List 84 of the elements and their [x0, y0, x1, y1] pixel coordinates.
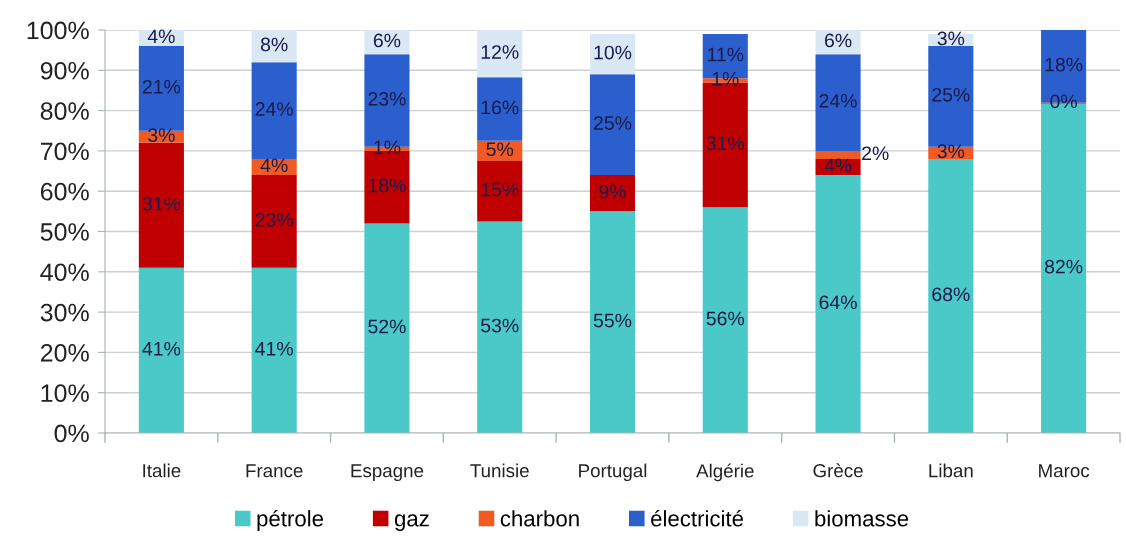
data-label: 2% [862, 146, 889, 161]
data-label: 56% [706, 311, 745, 326]
data-label: 9% [599, 184, 626, 199]
x-tick-label: Italie [143, 463, 181, 478]
y-tick-label: 70% [40, 142, 89, 161]
x-tick-label: Algérie [696, 463, 754, 482]
x-tick-label: Espagne [351, 464, 424, 482]
data-label: 31% [706, 136, 745, 151]
data-label: 3% [937, 31, 965, 46]
data-label: 23% [255, 212, 293, 227]
x-tick-label: Liban [929, 463, 973, 478]
data-label: 68% [932, 287, 970, 302]
data-label: 24% [819, 93, 857, 108]
legend-label: électricité [651, 509, 743, 527]
data-label: 15% [481, 182, 519, 197]
bar [815, 54, 861, 151]
data-label: 55% [593, 313, 632, 328]
bar [477, 160, 523, 222]
x-tick-label: France [246, 464, 303, 478]
legend-label: charbon [500, 510, 579, 527]
bar [477, 221, 523, 433]
data-label: 4% [824, 158, 852, 173]
y-tick-label: 50% [40, 223, 89, 241]
x-tick-label: Grèce [813, 463, 863, 478]
data-label: 18% [368, 178, 406, 193]
bar [702, 207, 748, 433]
data-label: 3% [937, 144, 965, 159]
data-label: 21% [142, 79, 181, 94]
x-tick-label: Portugal [579, 463, 647, 482]
y-tick-label: 30% [40, 303, 89, 322]
bar [928, 158, 974, 433]
bar [138, 142, 184, 268]
bar [477, 77, 523, 141]
data-label: 8% [260, 37, 288, 52]
y-tick-label: 100% [27, 21, 89, 40]
bar [251, 30, 297, 63]
data-label: 25% [594, 116, 632, 130]
data-label: 6% [824, 33, 852, 48]
data-label: 24% [255, 102, 293, 116]
data-label: 23% [368, 91, 406, 106]
bar [815, 175, 861, 433]
data-label: 41% [142, 341, 181, 356]
y-tick-label: 10% [41, 384, 89, 402]
bar [138, 267, 184, 433]
data-label: 41% [255, 341, 293, 356]
data-label: 31% [142, 196, 181, 211]
bar [364, 223, 410, 433]
data-label: 6% [373, 33, 401, 48]
data-label: 53% [481, 318, 519, 333]
bar [589, 34, 636, 75]
bar [251, 175, 297, 268]
bar [251, 62, 297, 159]
x-tick-label: Tunisie [470, 463, 529, 478]
y-tick-label: 40% [40, 263, 89, 282]
data-label: 64% [819, 295, 857, 310]
data-label: 10% [594, 45, 632, 60]
legend-label: biomasse [815, 510, 909, 527]
bar [589, 74, 636, 176]
data-label: 16% [481, 100, 519, 115]
y-tick-label: 20% [40, 344, 89, 362]
x-tick-label: Maroc [1039, 464, 1090, 478]
legend-label: gaz [394, 514, 429, 531]
data-label: 0% [1050, 94, 1077, 109]
data-label: 5% [486, 142, 514, 157]
data-label: 82% [1045, 259, 1083, 274]
bar [589, 175, 636, 212]
bar [815, 150, 861, 159]
data-label: 12% [481, 45, 519, 59]
legend-label: pétrole [257, 509, 324, 531]
bar [589, 211, 636, 433]
data-label: 11% [708, 47, 744, 62]
data-label: 3% [148, 128, 175, 143]
bar [251, 267, 297, 433]
y-tick-label: 80% [40, 102, 89, 120]
data-label: 18% [1045, 57, 1083, 72]
data-label: 4% [260, 158, 288, 173]
bar [364, 30, 410, 55]
y-tick-label: 60% [40, 182, 89, 201]
y-tick-label: 90% [40, 61, 89, 80]
data-label: 52% [368, 319, 406, 334]
data-label: 25% [932, 87, 970, 102]
bar [477, 30, 523, 78]
data-label: 4% [147, 29, 175, 44]
y-tick-label: 0% [54, 424, 89, 443]
